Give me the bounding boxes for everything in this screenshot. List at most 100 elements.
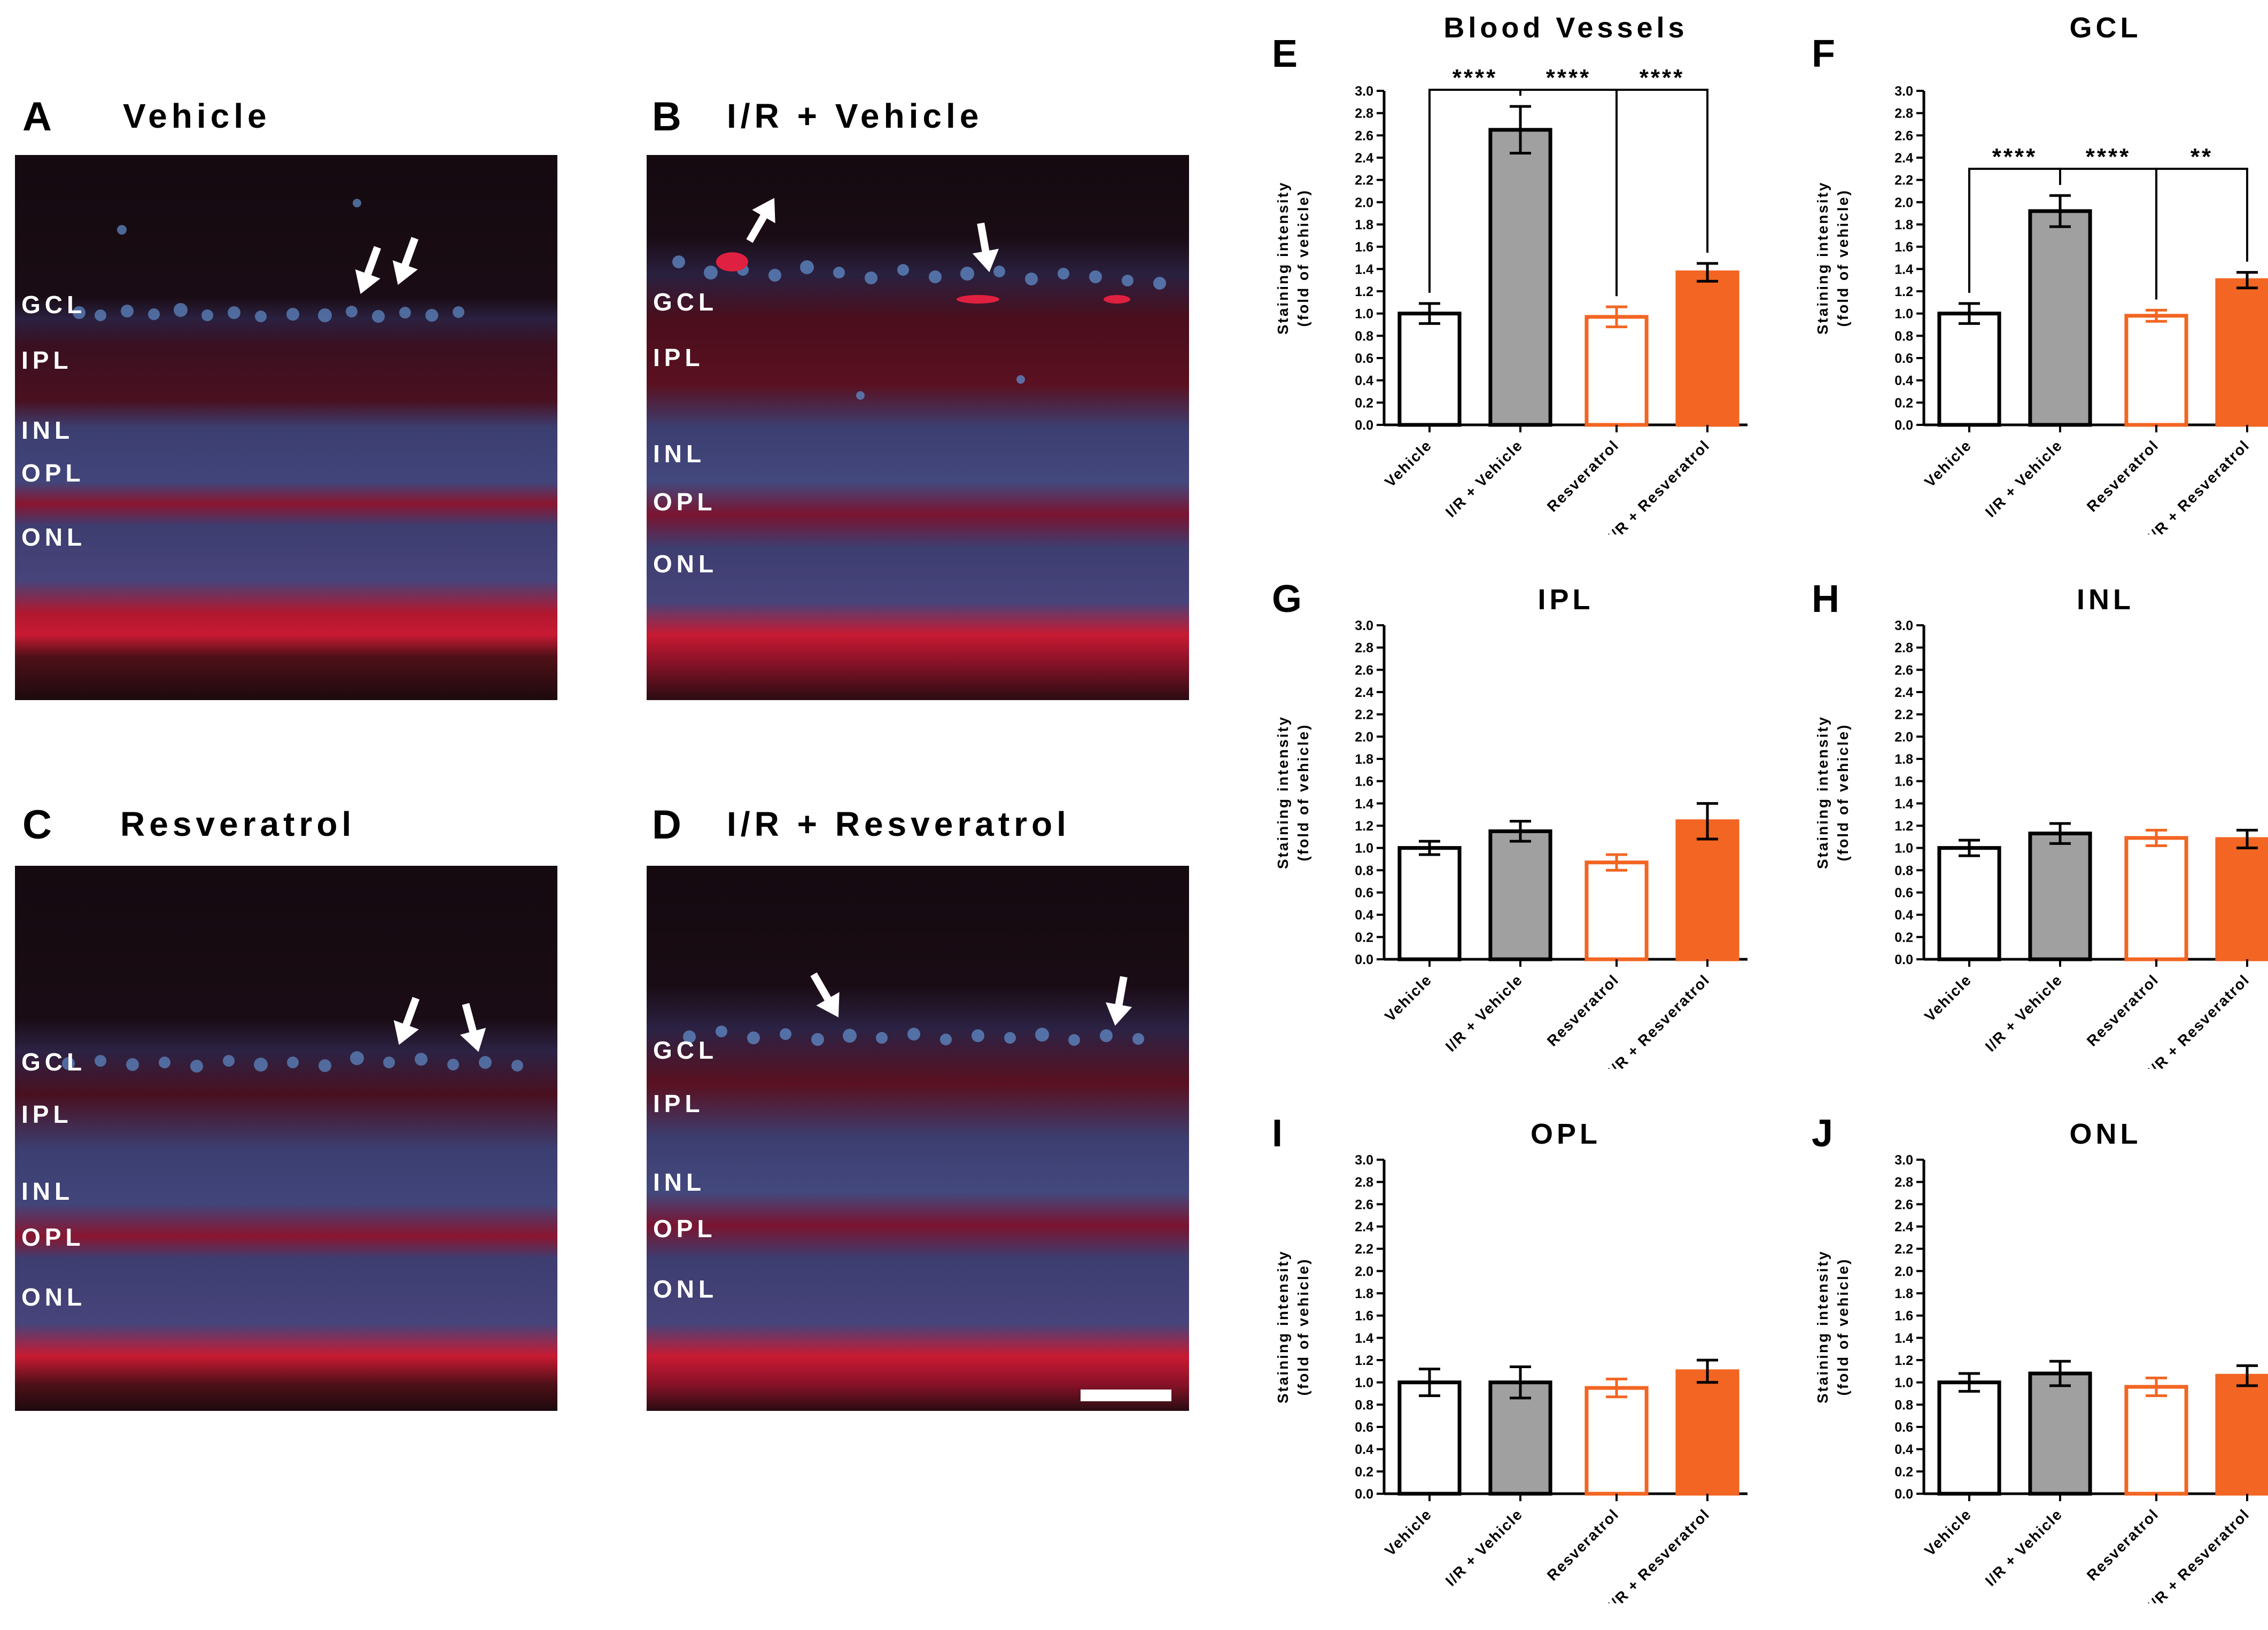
y-tick-label: 2.2 bbox=[1355, 173, 1373, 188]
layer-label-inl-b: INL bbox=[653, 440, 706, 468]
y-tick-label: 0.8 bbox=[1355, 1398, 1373, 1412]
y-tick-label: 0.8 bbox=[1355, 863, 1373, 878]
chart-title: Blood Vessels bbox=[1443, 12, 1688, 44]
category-label: Resveratrol bbox=[2084, 1505, 2162, 1584]
category-label: Vehicle bbox=[1921, 971, 1975, 1024]
y-tick-label: 1.8 bbox=[1355, 752, 1373, 767]
y-tick-label: 0.4 bbox=[1355, 1442, 1373, 1457]
y-tick-label: 2.6 bbox=[1894, 1197, 1913, 1212]
chart-title: ONL bbox=[2070, 1118, 2142, 1150]
y-axis-label: (fold of vehicle) bbox=[1295, 189, 1311, 327]
bar bbox=[2028, 1371, 2092, 1496]
y-tick-label: 0.6 bbox=[1894, 886, 1913, 901]
chart-j: J ONL 0.0 0.2 0.4 0.6 0.8 1.0 1.2 1.4 1.6 1.8 2.0 2.2… bbox=[1812, 1112, 2268, 1603]
y-tick-label: 2.6 bbox=[1355, 1197, 1373, 1212]
significance-bracket bbox=[2155, 167, 2248, 300]
micrograph-title-a: Vehicle bbox=[123, 97, 271, 135]
significance-stars: **** bbox=[1992, 144, 2038, 170]
y-tick-label: 1.4 bbox=[1894, 1331, 1913, 1346]
y-tick-label: 1.8 bbox=[1894, 1286, 1913, 1301]
y-tick-label: 2.8 bbox=[1355, 641, 1373, 656]
retina-image-d bbox=[647, 866, 1189, 1411]
y-tick-label: 2.4 bbox=[1355, 685, 1373, 700]
y-axis-label: (fold of vehicle) bbox=[1835, 724, 1851, 861]
y-tick-label: 2.6 bbox=[1355, 663, 1373, 678]
micrograph-a: GCL IPL INL OPL ONL bbox=[15, 155, 557, 700]
chart-letter: E bbox=[1272, 33, 1298, 75]
y-tick-label: 1.8 bbox=[1355, 218, 1373, 232]
y-tick-label: 2.0 bbox=[1355, 729, 1373, 744]
bar bbox=[2124, 836, 2188, 961]
bar bbox=[2124, 1385, 2188, 1496]
y-tick-label: 0.8 bbox=[1355, 329, 1373, 344]
chart-letter: F bbox=[1812, 33, 1835, 75]
micrograph-title-d: I/R + Resveratrol bbox=[727, 805, 1070, 843]
micrograph-c: GCL IPL INL OPL ONL bbox=[15, 866, 557, 1411]
category-label: Vehicle bbox=[1921, 1505, 1975, 1559]
bar bbox=[1675, 1369, 1739, 1496]
bar bbox=[1675, 270, 1739, 427]
bar bbox=[1397, 312, 1462, 427]
y-tick-label: 1.6 bbox=[1894, 240, 1913, 255]
panel-letter-a: A bbox=[22, 94, 52, 139]
layer-label-inl-a: INL bbox=[21, 416, 74, 444]
bar bbox=[1488, 128, 1552, 427]
category-label: Resveratrol bbox=[1544, 971, 1622, 1049]
y-tick-label: 2.2 bbox=[1894, 708, 1913, 723]
chart-f: F GCL 0.0 0.2 0.4 0.6 0.8 1.0 1.2 1.4 1.6 1.8 2.0 2.2… bbox=[1812, 12, 2268, 534]
y-tick-label: 1.0 bbox=[1355, 307, 1373, 322]
y-tick-label: 2.6 bbox=[1894, 128, 1913, 143]
bar bbox=[1937, 846, 2001, 961]
chart-i: I OPL 0.0 0.2 0.4 0.6 0.8 1.0 1.2 1.4 1.6 1.8 2.0 2.2… bbox=[1272, 1112, 1747, 1603]
y-tick-label: 0.6 bbox=[1894, 351, 1913, 366]
arrow-icon bbox=[1105, 976, 1132, 1026]
y-tick-label: 0.0 bbox=[1894, 952, 1913, 967]
significance-bracket bbox=[1615, 89, 1708, 297]
micrograph-title-c: Resveratrol bbox=[120, 805, 356, 843]
layer-label-gcl-c: GCL bbox=[21, 1048, 87, 1076]
category-label: Vehicle bbox=[1381, 1505, 1435, 1559]
chart-title: IPL bbox=[1537, 584, 1594, 616]
bar bbox=[2215, 278, 2268, 427]
layer-label-ipl-a: IPL bbox=[21, 346, 73, 374]
y-axis-label: Staining intensity bbox=[1275, 181, 1291, 335]
y-tick-label: 0.2 bbox=[1355, 395, 1373, 410]
y-tick-label: 3.0 bbox=[1894, 618, 1913, 633]
micrograph-d: GCL IPL INL OPL ONL bbox=[647, 866, 1189, 1411]
y-tick-label: 3.0 bbox=[1355, 84, 1373, 99]
significance-stars: **** bbox=[1546, 65, 1591, 91]
y-tick-label: 2.0 bbox=[1894, 729, 1913, 744]
y-axis-label: (fold of vehicle) bbox=[1295, 1258, 1311, 1396]
bar bbox=[1675, 819, 1739, 961]
y-axis-label: Staining intensity bbox=[1814, 1250, 1831, 1403]
y-tick-label: 0.4 bbox=[1355, 374, 1373, 389]
category-label: Resveratrol bbox=[2084, 971, 2162, 1049]
layer-label-ipl-d: IPL bbox=[653, 1090, 704, 1117]
arrow-icon bbox=[810, 972, 840, 1018]
y-tick-label: 3.0 bbox=[1894, 84, 1913, 99]
y-tick-label: 1.8 bbox=[1894, 752, 1913, 767]
bar bbox=[2215, 1373, 2268, 1496]
category-label: I/R + Resveratrol bbox=[2144, 1505, 2253, 1603]
y-tick-label: 1.0 bbox=[1894, 307, 1913, 322]
y-tick-label: 0.6 bbox=[1894, 1420, 1913, 1435]
y-tick-label: 0.0 bbox=[1355, 952, 1373, 967]
arrow-icon bbox=[972, 222, 999, 273]
y-tick-label: 2.8 bbox=[1355, 1175, 1373, 1190]
y-axis-label: Staining intensity bbox=[1814, 716, 1831, 869]
y-tick-label: 1.8 bbox=[1355, 1286, 1373, 1301]
y-tick-label: 0.4 bbox=[1894, 1442, 1913, 1457]
chart-letter: G bbox=[1272, 578, 1302, 620]
layer-label-ipl-b: IPL bbox=[653, 344, 704, 371]
y-tick-label: 1.4 bbox=[1355, 796, 1373, 811]
micrograph-b: GCL IPL INL OPL ONL bbox=[647, 155, 1189, 700]
micrograph-title-b: I/R + Vehicle bbox=[727, 97, 983, 135]
y-tick-label: 2.8 bbox=[1355, 106, 1373, 121]
y-tick-label: 0.6 bbox=[1355, 1420, 1373, 1435]
y-tick-label: 0.8 bbox=[1894, 863, 1913, 878]
y-tick-label: 1.0 bbox=[1355, 841, 1373, 856]
y-tick-label: 3.0 bbox=[1355, 1153, 1373, 1168]
y-tick-label: 1.2 bbox=[1355, 284, 1373, 299]
y-axis-label: (fold of vehicle) bbox=[1295, 724, 1311, 861]
layer-label-ipl-c: IPL bbox=[21, 1100, 73, 1128]
